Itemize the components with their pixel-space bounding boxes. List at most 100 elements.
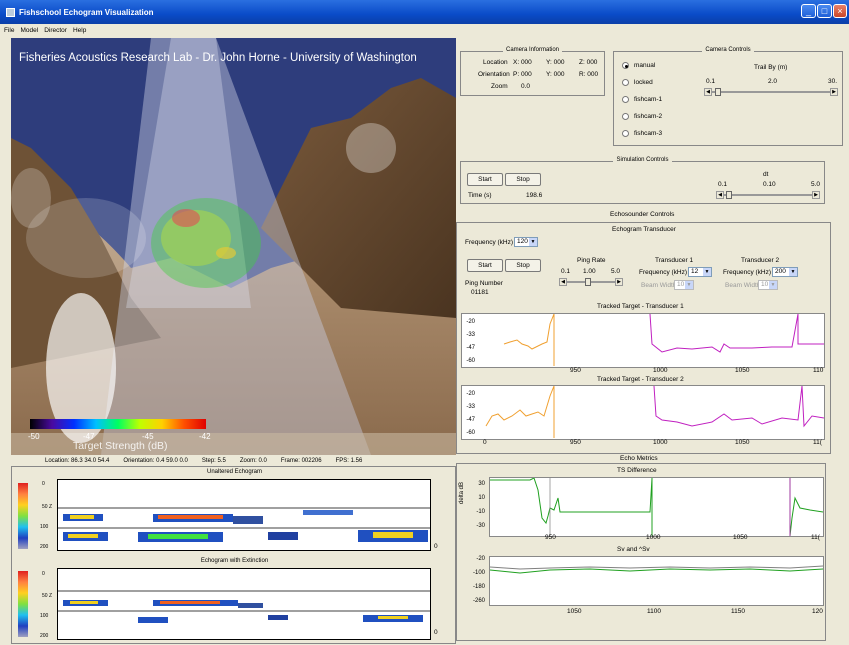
camera-y: Y: 000	[546, 59, 565, 66]
sv-ytick: -180	[472, 584, 485, 590]
dt-label: dt	[763, 171, 769, 178]
minimize-button[interactable]: _	[801, 4, 816, 18]
time-label: Time (s)	[468, 192, 492, 199]
trail-by-slider[interactable]: ◀ ▶	[704, 88, 838, 96]
echogram-scale-label: 200	[40, 544, 49, 550]
simulation-controls-group: Simulation Controls Start Stop Time (s) …	[460, 157, 825, 204]
echogram-freq-label: Frequency (kHz)	[465, 239, 514, 246]
track1-plot	[461, 313, 825, 368]
track1-xtick: 950	[570, 367, 581, 374]
sv-xtick: 1150	[731, 608, 745, 615]
menu-help[interactable]: Help	[72, 26, 87, 34]
ping-slider-thumb[interactable]	[585, 278, 591, 286]
track1-title: Tracked Target - Transducer 1	[597, 303, 684, 310]
track2-xtick: 11(	[813, 439, 822, 446]
ping-rate-slider[interactable]: ◀ ▶	[559, 278, 623, 286]
track2-ytick: -60	[466, 430, 475, 436]
status-location: Location: 86.3 34.0 54.4	[45, 458, 110, 464]
status-frame: Frame: 002206	[280, 458, 322, 464]
echogram-colorbar	[18, 571, 28, 637]
camera-mode-fishcam2-radio[interactable]	[622, 113, 629, 120]
track1-ytick: -60	[466, 358, 475, 364]
echosounder-group: Echogram Transducer Frequency (kHz) 120 …	[456, 222, 831, 454]
menu-file[interactable]: File	[4, 26, 15, 34]
t1-freq-label: Frequency (kHz)	[639, 269, 688, 276]
echogram-freq-select[interactable]: 120	[514, 237, 538, 247]
track1-ytick: -33	[466, 332, 475, 338]
ping-number-label: Ping Number	[465, 280, 503, 287]
t2-freq-select[interactable]: 200	[772, 267, 798, 277]
track2-xtick: 0	[483, 439, 487, 446]
track2-plot	[461, 385, 825, 440]
status-step: Step: 5.5	[201, 458, 226, 464]
t1-beam-select[interactable]: 10	[674, 280, 694, 290]
maximize-button[interactable]: □	[817, 4, 832, 18]
colorbar-tick: -45	[142, 432, 154, 441]
ping-rate-value: 1.00	[583, 268, 596, 275]
camera-x: X: 000	[513, 59, 532, 66]
echosounder-title: Echosounder Controls	[610, 211, 675, 218]
simulation-stop-button[interactable]: Stop	[505, 173, 541, 186]
track1-ytick: -20	[466, 319, 475, 325]
sv-chart	[489, 565, 824, 574]
scene-render	[11, 38, 456, 455]
ts-xtick: 950	[545, 534, 556, 541]
scene-caption: Fisheries Acoustics Research Lab - Dr. J…	[19, 52, 417, 64]
sv-xtick: 120	[812, 608, 823, 615]
colorbar-tick: -42	[199, 432, 211, 441]
camera-mode-label: fishcam-3	[634, 130, 663, 137]
camera-zoom-label: Zoom	[491, 83, 508, 90]
colorbar	[30, 419, 206, 429]
t1-beam-label: Beam Width	[641, 282, 677, 289]
camera-location-label: Location	[483, 59, 508, 66]
sv-xtick: 1100	[647, 608, 661, 615]
track2-ytick: -47	[466, 417, 475, 423]
close-button[interactable]: ×	[833, 4, 847, 18]
camera-mode-fishcam1-radio[interactable]	[622, 96, 629, 103]
dt-slider-thumb[interactable]	[726, 191, 732, 199]
3d-scene-view[interactable]: Fisheries Acoustics Research Lab - Dr. J…	[11, 38, 456, 455]
trail-slider-thumb[interactable]	[715, 88, 721, 96]
sv-ytick: -20	[476, 556, 485, 562]
dt-slider[interactable]: ◀ ▶	[716, 191, 820, 199]
dt-min: 0.1	[718, 181, 728, 188]
echogram-scale-label: 0	[42, 571, 45, 577]
transducer1-title: Transducer 1	[655, 257, 694, 264]
sv-title: Sv and ^Sv	[617, 546, 650, 553]
window-title: Fishschool Echogram Visualization	[19, 7, 154, 17]
sv-ytick: -100	[472, 570, 485, 576]
simulation-start-button[interactable]: Start	[467, 173, 503, 186]
track2-ytick: -33	[466, 404, 475, 410]
t1-freq-select[interactable]: 12	[688, 267, 712, 277]
ts-difference-chart	[490, 477, 824, 537]
ping-rate-min: 0.1	[561, 268, 571, 275]
transducer2-title: Transducer 2	[741, 257, 780, 264]
echosounder-stop-button[interactable]: Stop	[505, 259, 541, 272]
menu-director[interactable]: Director	[44, 26, 67, 34]
camera-mode-label: fishcam-2	[634, 113, 663, 120]
echogram-scale-label: 100	[40, 613, 49, 619]
echogram-scale-label: 50 Z	[42, 593, 53, 599]
dt-max: 5.0	[811, 181, 821, 188]
camera-p: P: 000	[513, 71, 532, 78]
echogram-range-end: 0	[434, 629, 438, 636]
echosounder-start-button[interactable]: Start	[467, 259, 503, 272]
echogram-transducer-title: Echogram Transducer	[612, 226, 676, 233]
track1-ytick: -47	[466, 345, 475, 351]
simulation-title: Simulation Controls	[613, 157, 672, 163]
camera-mode-manual-radio[interactable]	[622, 62, 629, 69]
menu-model[interactable]: Model	[20, 26, 39, 34]
camera-mode-fishcam3-radio[interactable]	[622, 130, 629, 137]
track1-xtick: 1050	[735, 367, 750, 374]
status-zoom: Zoom: 0.0	[239, 458, 267, 464]
echogram-range-end: 0	[434, 543, 438, 550]
camera-orientation-label: Orientation	[478, 71, 510, 78]
trail-by-label: Trail By (m)	[754, 64, 788, 71]
ping-number: 01181	[471, 289, 489, 296]
camera-info-group: Camera Information Location X: 000 Y: 00…	[460, 47, 605, 96]
time-value: 198.6	[526, 192, 543, 199]
camera-mode-locked-radio[interactable]	[622, 79, 629, 86]
camera-controls-group: Camera Controls manual locked fishcam-1 …	[613, 47, 843, 146]
unaltered-echogram-title: Unaltered Echogram	[206, 469, 263, 475]
t2-beam-select[interactable]: 10	[758, 280, 778, 290]
